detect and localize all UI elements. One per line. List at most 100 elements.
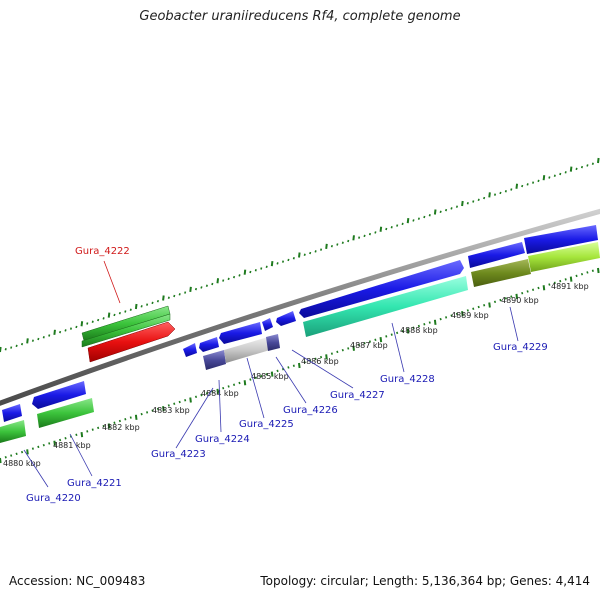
- minor-tick: [15, 452, 18, 456]
- gene-blue-left-1[interactable]: [2, 404, 22, 422]
- gene-label-4222[interactable]: Gura_4222: [75, 246, 130, 257]
- minor-tick: [281, 367, 285, 371]
- major-tick: [352, 235, 355, 241]
- minor-tick: [319, 355, 323, 359]
- major-tick: [597, 157, 600, 164]
- minor-tick: [232, 383, 236, 386]
- gene-label-4226[interactable]: Gura_4226: [283, 405, 338, 416]
- leader-4227: [291, 349, 354, 389]
- minor-tick: [303, 253, 306, 257]
- gene-blue-4225[interactable]: [219, 322, 262, 344]
- minor-tick: [483, 196, 486, 200]
- leader-4225: [246, 357, 265, 419]
- gene-blue-4229[interactable]: [468, 242, 525, 268]
- minor-tick: [374, 338, 377, 342]
- minor-tick: [97, 318, 100, 322]
- major-tick: [461, 200, 464, 207]
- kbp-labels: 4880 kbp 4881 kbp 4882 kbp 4883 kbp 4884…: [3, 282, 589, 468]
- minor-tick: [526, 183, 529, 186]
- minor-tick: [205, 284, 208, 287]
- minor-tick: [493, 300, 497, 304]
- minor-tick: [358, 236, 361, 239]
- minor-tick: [173, 402, 176, 405]
- kbp-label: 4890 kbp: [501, 296, 539, 305]
- gene-green-upper-2[interactable]: [81, 313, 171, 348]
- minor-tick: [341, 348, 344, 352]
- gene-label-4225[interactable]: Gura_4225: [239, 419, 294, 430]
- gene-cyan-4228[interactable]: [303, 276, 468, 337]
- kbp-label: 4886 kbp: [301, 357, 339, 366]
- major-tick: [270, 371, 274, 377]
- gene-label-4224[interactable]: Gura_4224: [195, 434, 250, 445]
- minor-tick: [439, 317, 442, 321]
- gene-blue-4226b[interactable]: [276, 311, 296, 326]
- minor-tick: [499, 191, 502, 195]
- kbp-label: 4887 kbp: [350, 341, 388, 350]
- gene-navy-4226[interactable]: [266, 334, 280, 351]
- minor-tick: [309, 251, 312, 255]
- gene-label-4228[interactable]: Gura_4228: [380, 374, 435, 385]
- minor-tick: [368, 340, 372, 343]
- minor-tick: [146, 303, 149, 306]
- minor-tick: [265, 265, 268, 269]
- major-tick: [80, 431, 84, 438]
- gene-green-lower-left[interactable]: [0, 420, 26, 443]
- leader-4222: [103, 260, 121, 304]
- major-tick: [406, 218, 410, 224]
- minor-tick: [129, 416, 132, 419]
- genes-lower-strand: [0, 242, 600, 443]
- gene-label-4221[interactable]: Gura_4221: [67, 478, 122, 489]
- minor-tick: [42, 443, 45, 447]
- gene-label-4229[interactable]: Gura_4229: [493, 342, 548, 353]
- minor-tick: [591, 269, 594, 272]
- minor-tick: [575, 167, 578, 171]
- major-tick: [189, 397, 192, 403]
- minor-tick: [97, 426, 100, 430]
- minor-tick: [20, 342, 24, 346]
- minor-tick: [211, 282, 214, 286]
- major-tick: [0, 457, 2, 464]
- gene-gura-4221[interactable]: [37, 398, 94, 428]
- gene-blue-4224[interactable]: [199, 337, 219, 352]
- kbp-label: 4885 kbp: [251, 372, 289, 381]
- minor-tick: [184, 291, 187, 294]
- minor-tick: [281, 260, 285, 263]
- gene-blue-left-2[interactable]: [32, 381, 86, 409]
- minor-tick: [124, 310, 127, 313]
- minor-tick: [374, 231, 377, 234]
- gene-blue-4230[interactable]: [524, 225, 598, 254]
- minor-tick: [173, 294, 176, 298]
- major-tick: [542, 175, 546, 181]
- minor-tick: [314, 357, 317, 361]
- minor-tick: [42, 336, 45, 339]
- major-tick: [189, 286, 192, 292]
- minor-tick: [493, 193, 497, 196]
- minor-tick: [118, 419, 121, 423]
- minor-tick: [20, 450, 24, 454]
- minor-tick: [287, 258, 290, 262]
- gene-blue-4226a[interactable]: [262, 318, 273, 331]
- map-title: Geobacter uraniireducens Rf4, complete g…: [139, 9, 461, 24]
- leader-4228: [391, 322, 405, 373]
- gene-navy-4223[interactable]: [203, 350, 226, 370]
- minor-tick: [37, 337, 40, 341]
- minor-tick: [4, 456, 7, 459]
- gene-blue-4223[interactable]: [183, 343, 197, 357]
- gene-label-4227[interactable]: Gura_4227: [330, 390, 385, 401]
- minor-tick: [64, 437, 67, 440]
- minor-tick: [477, 305, 480, 309]
- minor-tick: [586, 164, 589, 167]
- minor-tick: [194, 287, 198, 291]
- gene-gura-4222[interactable]: [87, 321, 176, 363]
- gene-label-4220[interactable]: Gura_4220: [26, 493, 81, 504]
- gene-olive-4229[interactable]: [471, 259, 531, 287]
- gene-label-4223[interactable]: Gura_4223: [151, 449, 206, 460]
- minor-tick: [4, 348, 7, 351]
- major-tick: [53, 329, 56, 335]
- gene-lime-4230[interactable]: [528, 242, 600, 272]
- minor-tick: [205, 392, 208, 395]
- minor-tick: [178, 400, 181, 404]
- gene-gray-4225[interactable]: [224, 337, 270, 363]
- gene-blue-4228[interactable]: [299, 260, 464, 318]
